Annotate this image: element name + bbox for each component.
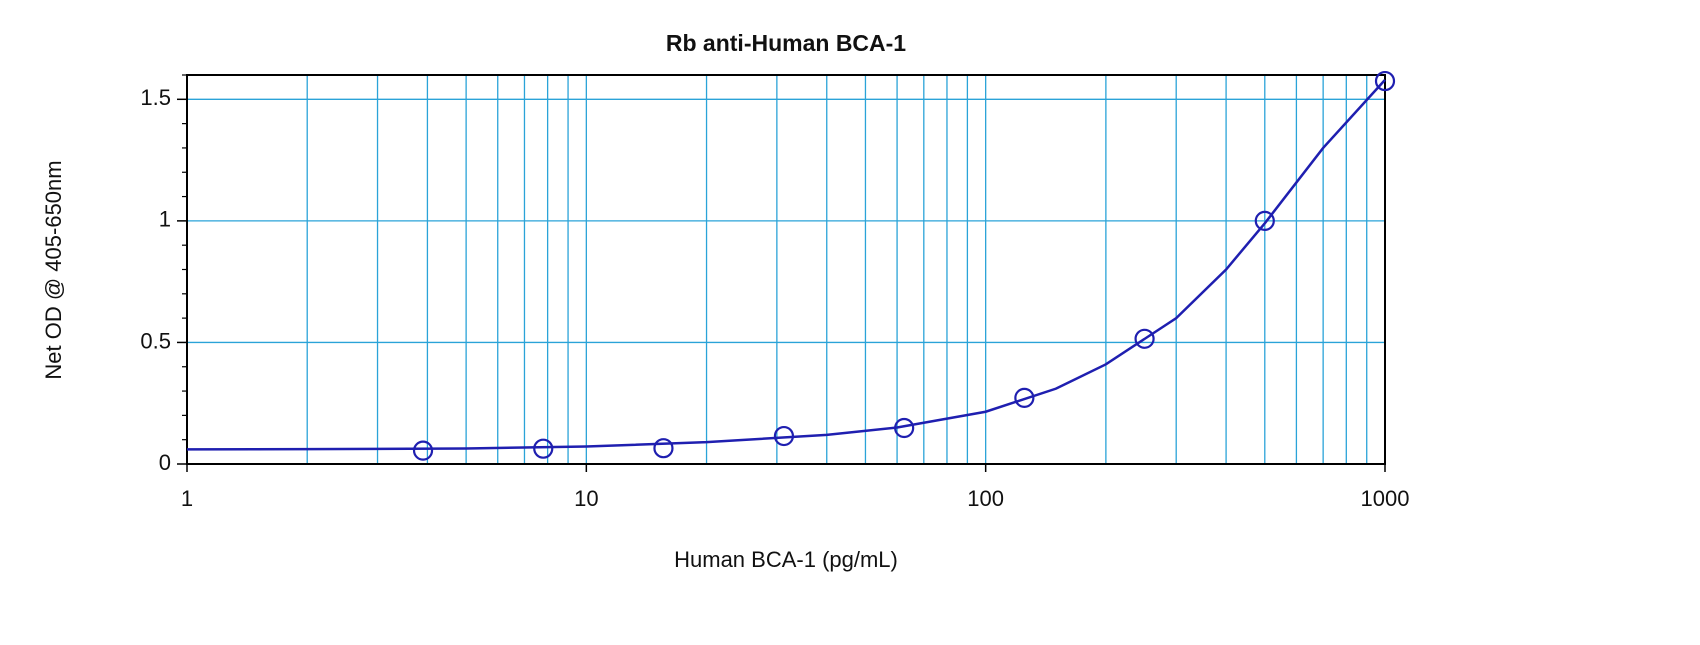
data-point (1134, 328, 1155, 349)
fit-line (186, 79, 1386, 451)
y-tick-label: 1 (159, 207, 171, 232)
x-tick-label: 100 (967, 486, 1004, 511)
x-tick-label: 10 (574, 486, 598, 511)
y-axis-label: Net OD @ 405-650nm (41, 160, 66, 379)
y-tick-label: 0 (159, 450, 171, 475)
x-tick-label: 1000 (1361, 486, 1410, 511)
data-point (412, 440, 434, 461)
data-point (533, 438, 554, 459)
y-tick-label: 0.5 (140, 328, 171, 353)
x-axis-label: Human BCA-1 (pg/mL) (674, 547, 898, 572)
data-point (1014, 387, 1035, 408)
chart-title: Rb anti-Human BCA-1 (666, 30, 906, 56)
y-tick-label: 1.5 (140, 85, 171, 110)
x-tick-label: 1 (181, 486, 193, 511)
data-point (1254, 210, 1275, 231)
data-point (653, 438, 674, 459)
plot-frame (186, 74, 1386, 465)
data-point (1374, 70, 1396, 92)
